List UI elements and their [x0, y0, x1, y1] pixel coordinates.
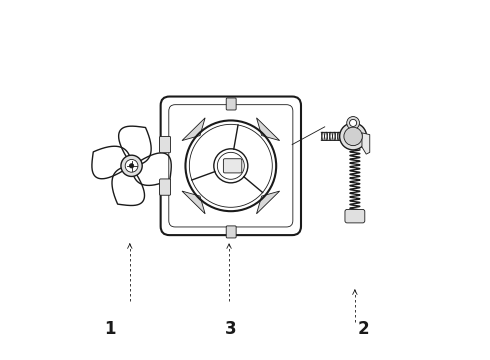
Circle shape: [125, 159, 138, 172]
Polygon shape: [119, 126, 151, 166]
Circle shape: [349, 120, 357, 126]
FancyBboxPatch shape: [226, 98, 236, 110]
FancyBboxPatch shape: [345, 210, 365, 223]
Polygon shape: [257, 191, 280, 214]
Circle shape: [228, 163, 233, 168]
Polygon shape: [132, 153, 172, 185]
Circle shape: [129, 164, 134, 168]
Polygon shape: [112, 166, 145, 206]
Text: 1: 1: [104, 320, 116, 338]
FancyBboxPatch shape: [160, 136, 171, 153]
Polygon shape: [182, 118, 205, 140]
FancyBboxPatch shape: [160, 179, 171, 195]
FancyBboxPatch shape: [226, 226, 236, 238]
Circle shape: [347, 117, 360, 129]
Polygon shape: [362, 133, 370, 154]
Polygon shape: [92, 146, 132, 179]
Circle shape: [121, 155, 142, 176]
FancyBboxPatch shape: [161, 96, 301, 235]
Polygon shape: [257, 118, 280, 140]
Polygon shape: [182, 191, 205, 214]
Text: 2: 2: [358, 320, 369, 338]
Circle shape: [340, 123, 367, 150]
FancyBboxPatch shape: [223, 159, 242, 173]
Text: 3: 3: [225, 320, 237, 338]
Circle shape: [344, 127, 362, 145]
